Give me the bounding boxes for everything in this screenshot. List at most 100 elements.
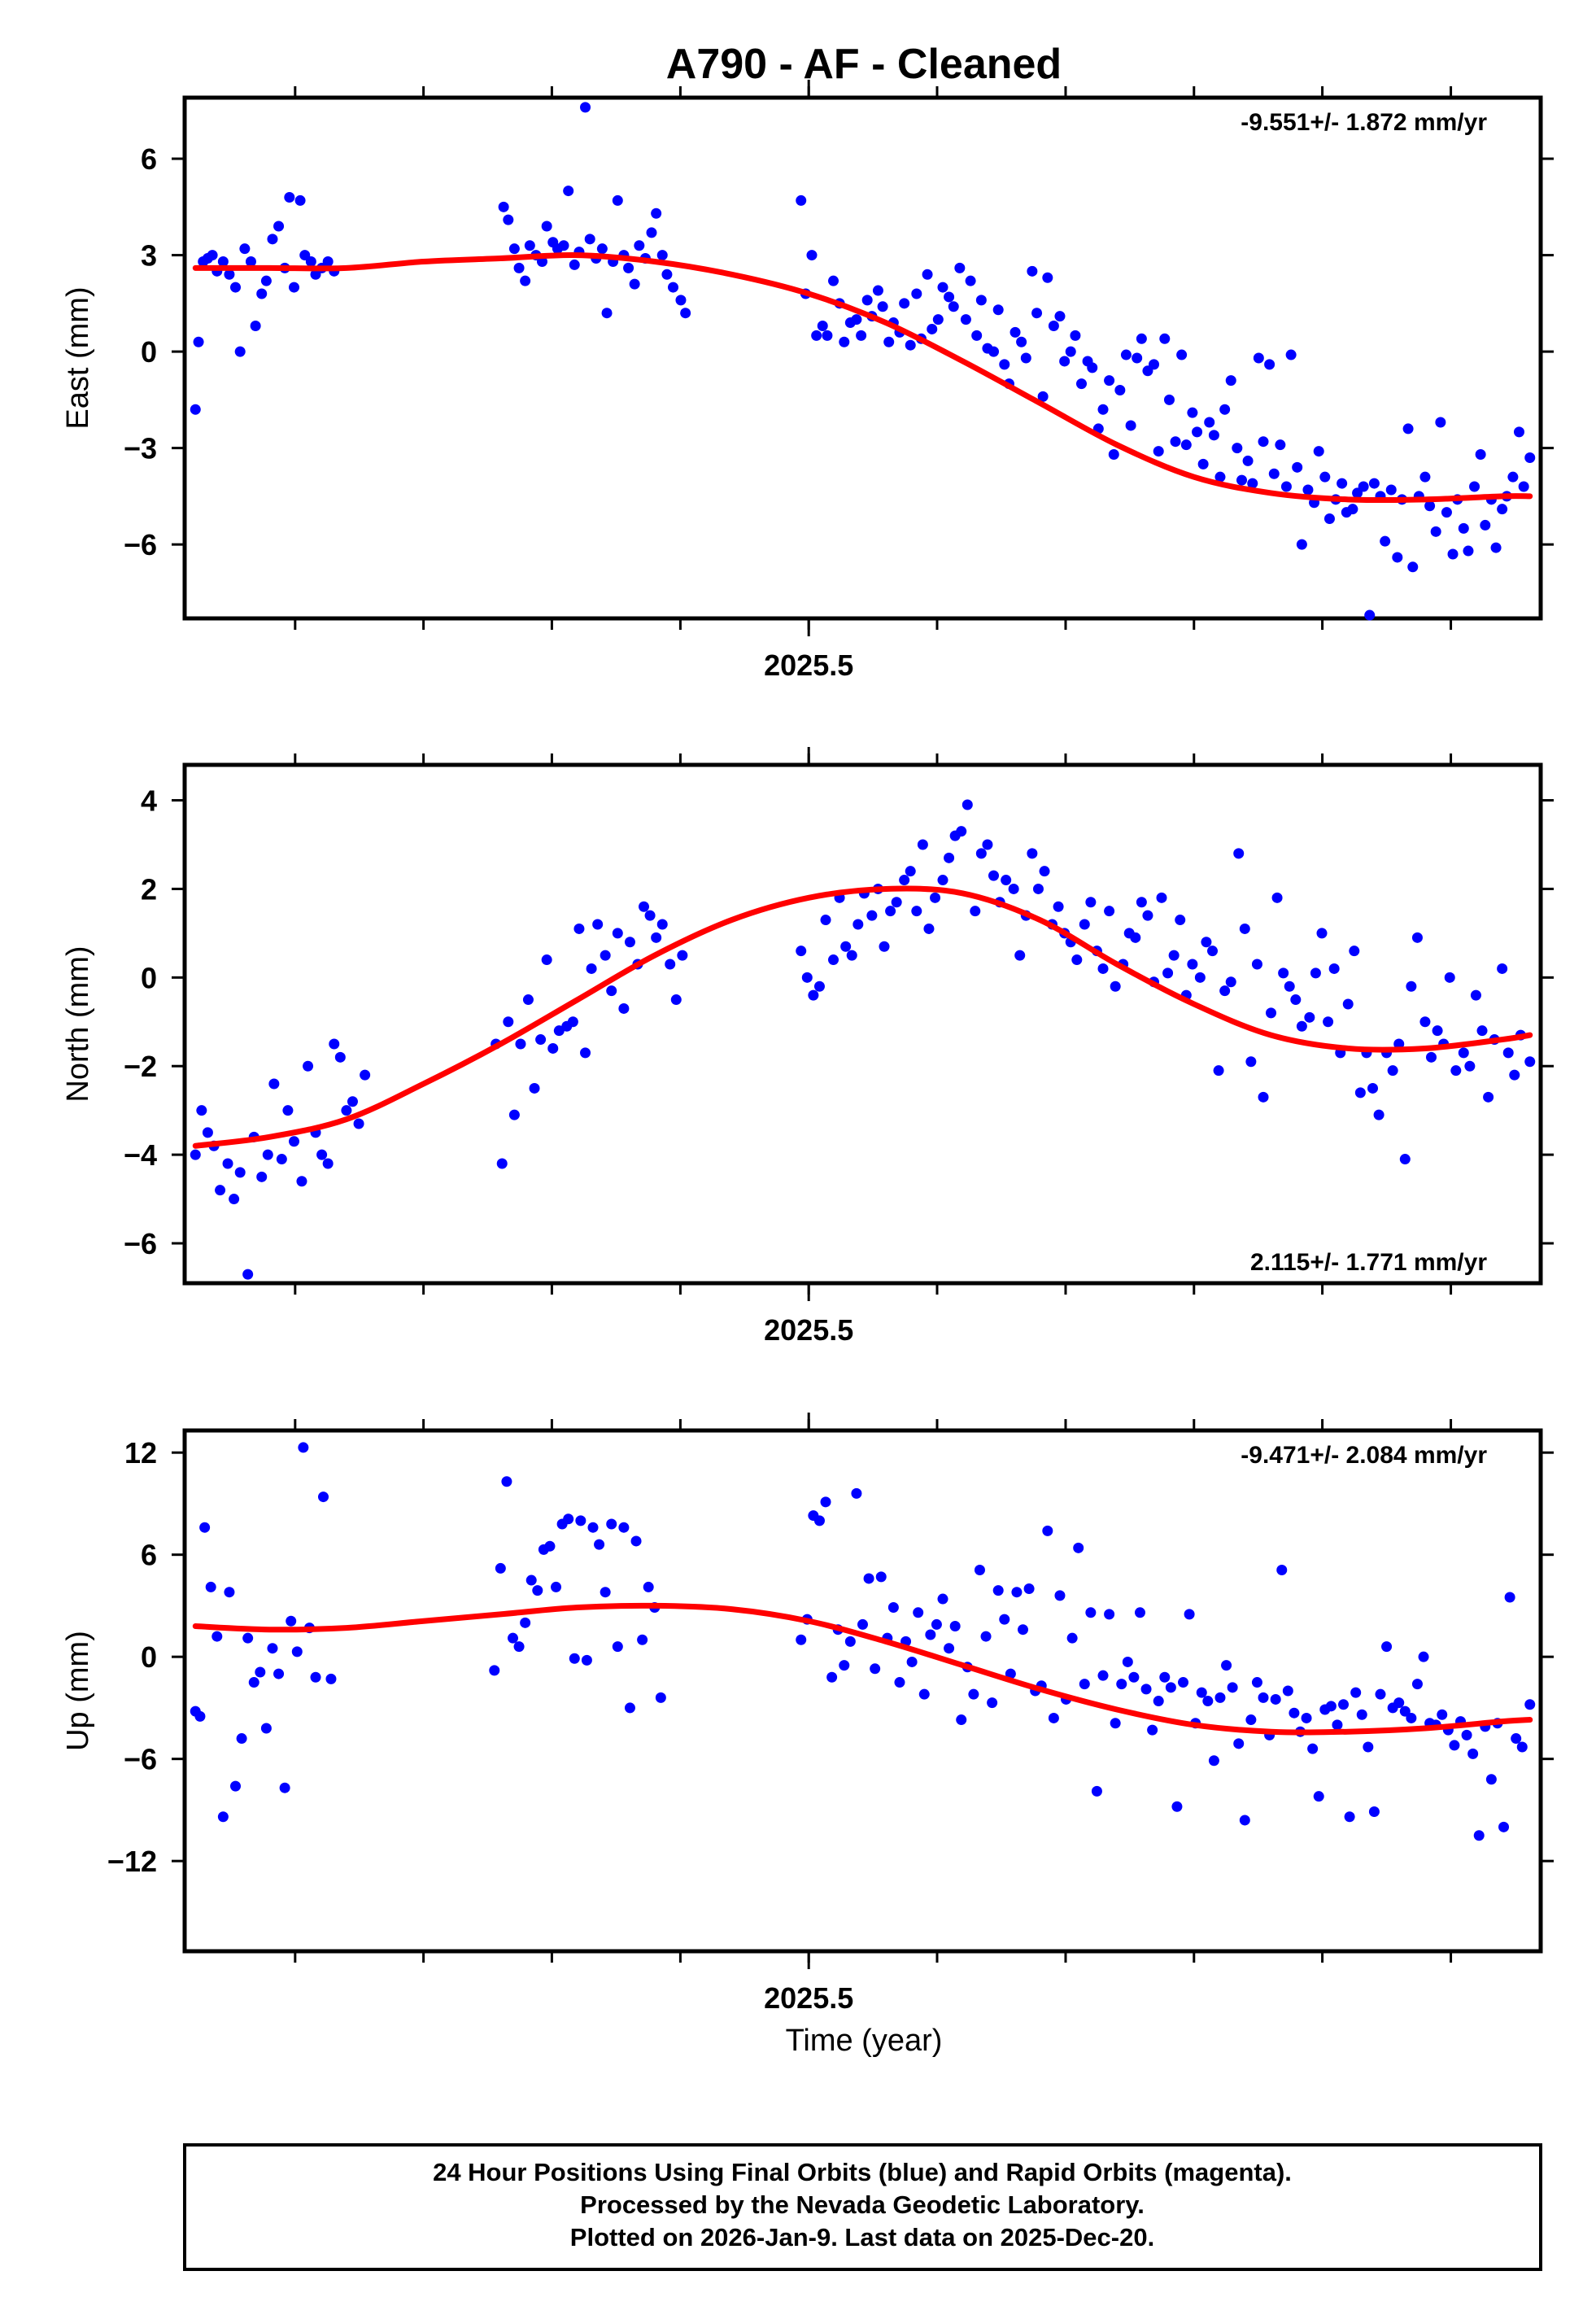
north-data-point (639, 901, 650, 912)
up-data-point (968, 1688, 979, 1700)
east-data-point (1219, 404, 1231, 415)
east-y-tick-label: −3 (124, 432, 157, 465)
north-data-point (541, 954, 552, 966)
up-plot-frame (182, 1428, 1543, 1954)
east-data-point (1469, 481, 1480, 492)
east-data-point (1020, 352, 1031, 364)
east-data-point (1225, 375, 1236, 387)
east-data-point (245, 255, 256, 267)
east-data-point (508, 243, 520, 255)
east-data-point (651, 207, 662, 219)
up-y-axis-label: Up (mm) (61, 1631, 95, 1751)
north-data-point (1310, 967, 1321, 979)
east-data-point (646, 227, 657, 238)
up-data-point (894, 1677, 905, 1688)
north-data-point (1524, 1056, 1536, 1068)
up-data-point (1498, 1821, 1510, 1832)
east-data-point (1513, 426, 1524, 438)
up-data-point (1011, 1587, 1023, 1598)
east-data-point (1392, 552, 1403, 563)
east-data-point (541, 221, 552, 232)
north-data-point (1278, 967, 1289, 979)
north-y-tick-label: 2 (141, 872, 157, 906)
up-data-point (1171, 1801, 1183, 1812)
east-data-point (1132, 352, 1143, 364)
up-data-point (612, 1641, 623, 1653)
east-data-point (1242, 455, 1254, 466)
east-data-point (1180, 439, 1192, 451)
north-data-point (656, 919, 668, 930)
north-data-point (190, 1149, 201, 1160)
north-data-point (670, 994, 682, 1006)
up-data-point (1018, 1624, 1029, 1636)
north-data-point (1450, 1065, 1462, 1077)
up-data-point (655, 1692, 666, 1703)
up-data-point (1023, 1583, 1035, 1595)
north-data-point (1014, 950, 1026, 961)
north-y-tick-label: 0 (141, 961, 157, 994)
north-data-point (1194, 972, 1206, 983)
north-rate-annotation: 2.115+/- 1.771 mm/yr (1250, 1249, 1487, 1276)
north-data-point (592, 919, 604, 930)
east-data-point (230, 282, 242, 293)
north-data-point (801, 972, 813, 983)
up-data-point (980, 1631, 992, 1642)
north-data-point (1509, 1069, 1520, 1081)
east-data-point (661, 269, 673, 280)
up-data-point (1516, 1741, 1528, 1753)
north-data-point (496, 1158, 508, 1169)
east-data-point (1268, 468, 1280, 479)
up-data-point (1221, 1660, 1232, 1671)
east-data-point (596, 243, 608, 255)
north-data-point (911, 906, 922, 917)
east-data-point (1159, 333, 1171, 344)
north-data-point (1426, 1051, 1437, 1063)
east-data-point (1480, 519, 1491, 531)
up-data-point (581, 1654, 592, 1666)
east-data-point (584, 234, 595, 245)
up-data-point (1504, 1592, 1515, 1603)
north-data-point (1284, 980, 1295, 992)
up-data-point (1524, 1699, 1536, 1710)
north-data-point (624, 937, 635, 948)
east-data-point (256, 288, 268, 299)
up-data-point (587, 1522, 599, 1533)
north-data-point (1367, 1082, 1379, 1094)
up-data-point (205, 1581, 216, 1592)
east-data-point (563, 186, 574, 197)
east-plot-frame (182, 95, 1543, 621)
north-data-point (1162, 967, 1174, 979)
east-data-point (224, 269, 235, 280)
east-data-point (1441, 507, 1452, 518)
east-data-point (861, 295, 873, 306)
north-data-point (1265, 1007, 1276, 1019)
up-data-point (820, 1496, 831, 1508)
up-data-point (1307, 1743, 1319, 1754)
east-data-point (877, 301, 888, 312)
north-y-tick-label: −2 (124, 1050, 157, 1083)
east-data-point (1447, 548, 1459, 560)
north-data-point (1001, 875, 1012, 886)
up-data-point (1344, 1811, 1355, 1823)
north-data-point (879, 941, 890, 952)
up-data-point (839, 1660, 850, 1671)
up-data-point (1073, 1542, 1084, 1553)
north-data-point (508, 1109, 520, 1120)
north-data-point (1483, 1091, 1494, 1103)
east-data-point (193, 336, 204, 347)
north-data-point (808, 989, 819, 1001)
north-data-point (600, 950, 611, 961)
up-data-point (624, 1702, 635, 1714)
up-data-point (1511, 1733, 1522, 1745)
east-data-point (1385, 484, 1397, 496)
up-data-point (325, 1673, 337, 1684)
east-x-tick-label: 2025.5 (764, 649, 853, 682)
east-data-point (1280, 481, 1292, 492)
east-data-point (1059, 356, 1071, 367)
up-data-point (1399, 1705, 1411, 1717)
east-data-point (1197, 458, 1209, 469)
east-data-point (811, 330, 822, 341)
east-data-point (944, 291, 955, 303)
up-data-point (236, 1733, 247, 1745)
